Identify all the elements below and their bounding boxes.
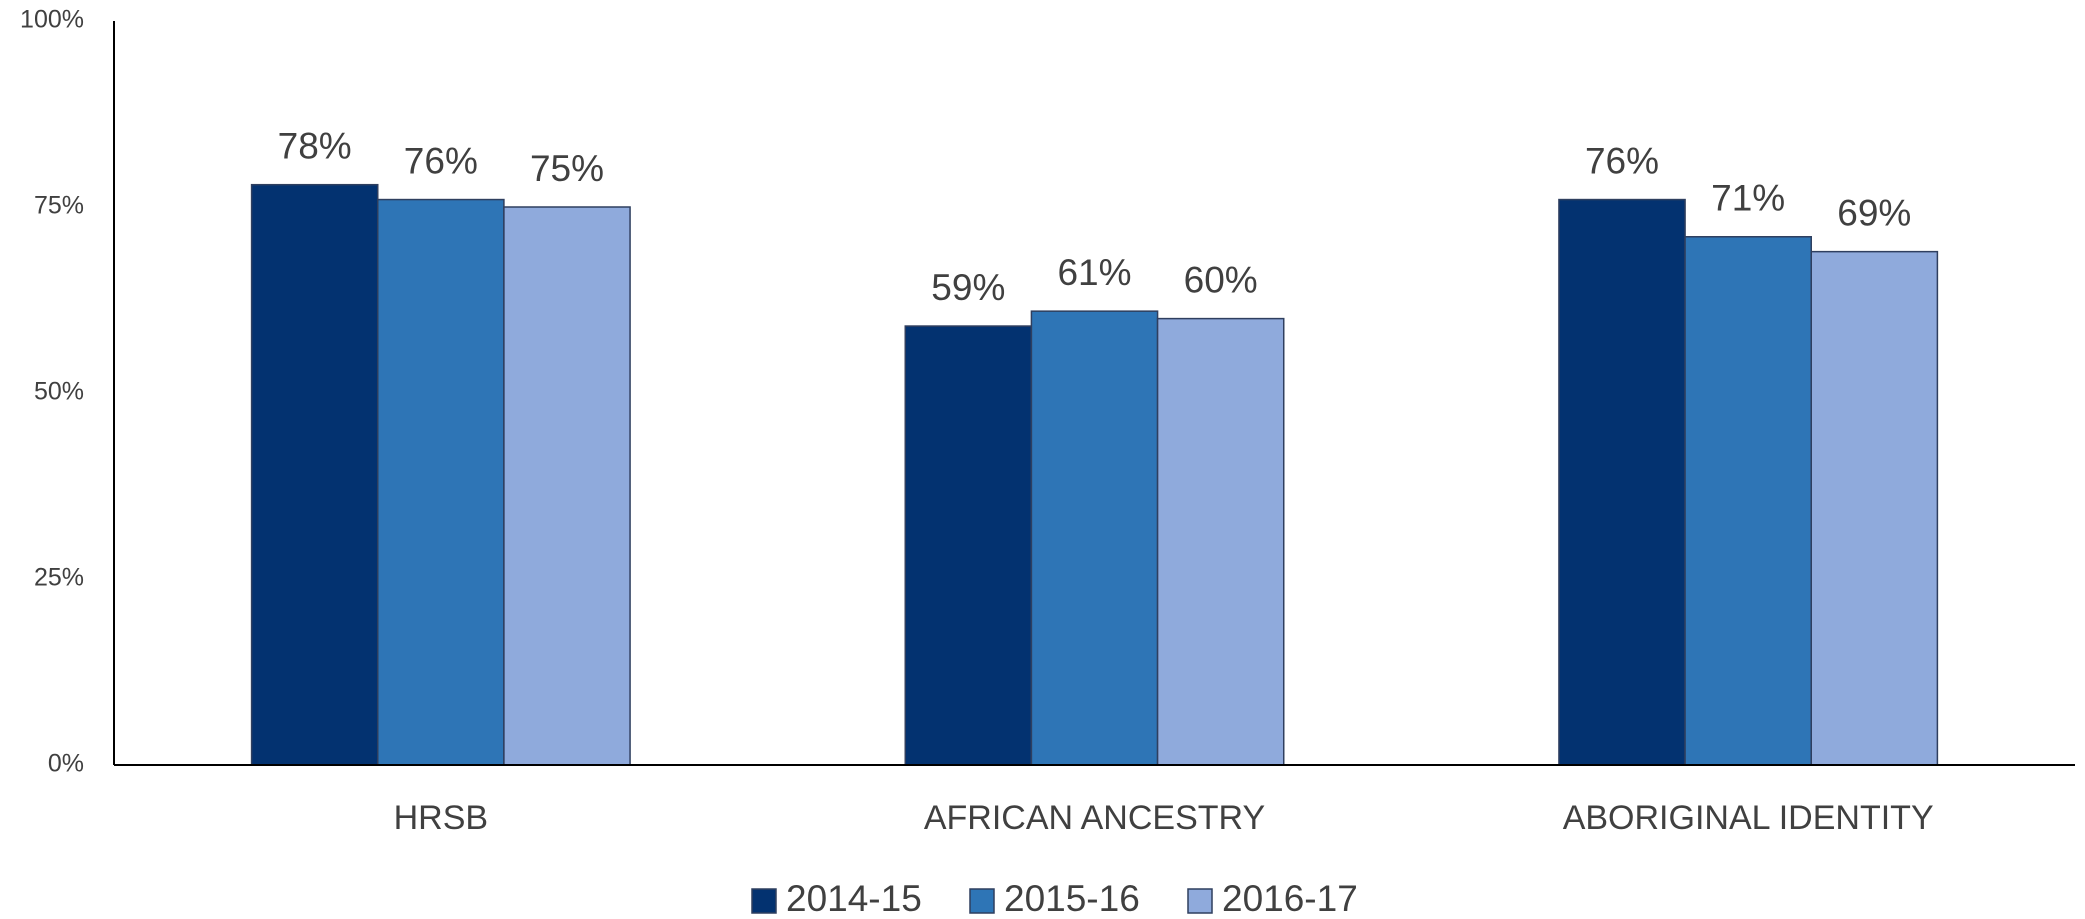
bar [1684, 236, 1812, 766]
x-tick-label: AFRICAN ANCESTRY [924, 799, 1265, 837]
legend-swatch [969, 888, 995, 914]
value-label: 61% [1057, 252, 1131, 293]
x-tick-label: HRSB [394, 799, 488, 837]
bar [1156, 317, 1285, 766]
bar [503, 206, 631, 766]
bar [904, 325, 1033, 766]
value-label: 78% [278, 125, 352, 166]
legend-swatch [751, 888, 777, 914]
bar [250, 183, 379, 766]
value-label: 76% [404, 140, 478, 181]
y-tick-label: 50% [34, 378, 84, 406]
y-tick-label: 0% [48, 750, 84, 778]
value-label: 71% [1711, 178, 1785, 219]
value-label: 59% [931, 267, 1005, 308]
value-label: 60% [1184, 259, 1258, 300]
y-tick-label: 75% [34, 192, 84, 220]
x-tick-label: ABORIGINAL IDENTITY [1563, 799, 1934, 837]
bar [377, 198, 505, 766]
legend-label: 2014-15 [786, 878, 922, 919]
legend-label: 2015-16 [1004, 878, 1140, 919]
y-tick-label: 100% [20, 6, 84, 34]
legend-label: 2016-17 [1222, 878, 1358, 919]
bar [1558, 198, 1686, 766]
value-label: 76% [1585, 140, 1659, 181]
y-tick-label: 25% [34, 564, 84, 592]
value-label: 75% [530, 148, 604, 189]
bar [1810, 250, 1939, 766]
legend-swatch [1187, 888, 1213, 914]
value-label: 69% [1837, 192, 1911, 233]
bar [1030, 310, 1159, 766]
